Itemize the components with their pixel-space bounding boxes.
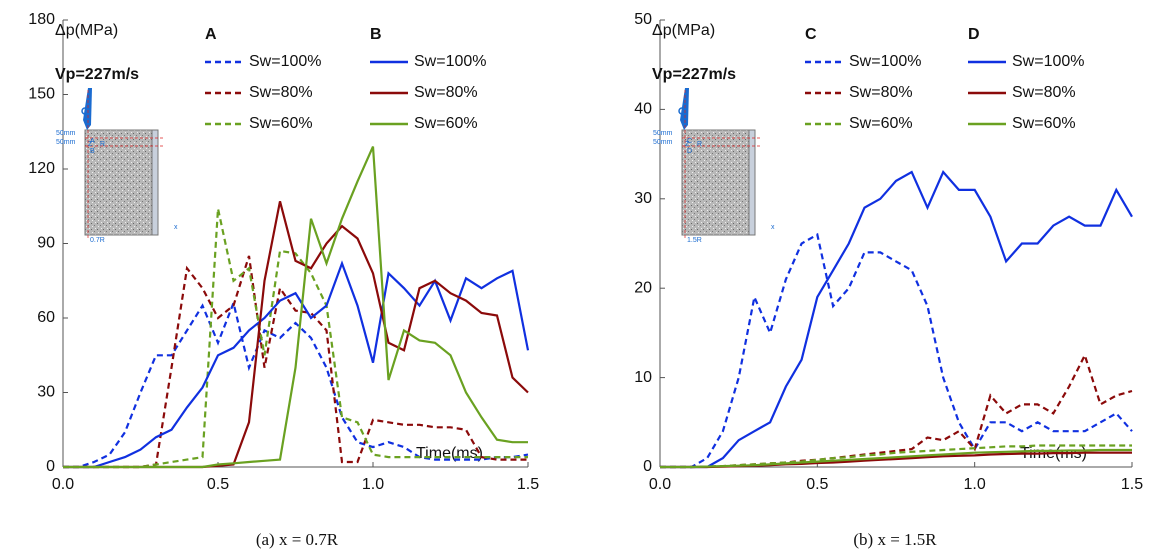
caption: (a) x = 0.7R [256, 530, 339, 549]
legend-title: D [968, 26, 980, 43]
x-tick-label: 1.5 [1121, 476, 1143, 493]
data-line [63, 299, 529, 469]
inset-label: C [687, 138, 692, 145]
y-tick-label: 120 [28, 160, 55, 177]
inset-label: Z [88, 141, 93, 148]
legend-label: Sw=100% [414, 53, 487, 70]
caption: (b) x = 1.5R [853, 530, 937, 549]
data-line [660, 352, 1133, 469]
annotation: Vp=227m/s [652, 66, 736, 83]
y-tick-label: 90 [37, 235, 55, 252]
y-tick-label: 30 [37, 384, 55, 401]
legend-label: Sw=80% [849, 84, 913, 101]
y-tick-label: 30 [634, 190, 652, 207]
inset-label: R [697, 141, 702, 148]
data-line [660, 448, 1132, 469]
inset-label: 0.7R [90, 237, 105, 244]
legend-label: Sw=100% [849, 53, 922, 70]
inset-label: B [90, 148, 95, 155]
y-tick-label: 180 [28, 11, 55, 28]
inset-label: 50mm [56, 139, 76, 146]
inset-label: x [771, 224, 775, 231]
y-tick-label: 60 [37, 309, 55, 326]
inset-label: R [100, 141, 105, 148]
inset-label: Z [685, 141, 690, 148]
data-line [660, 169, 1133, 469]
y-tick-label: 50 [634, 11, 652, 28]
legend-label: Sw=60% [414, 115, 478, 132]
y-axis-title: Δp(MPa) [55, 22, 118, 39]
legend-label: Sw=60% [1012, 115, 1076, 132]
legend-title: A [205, 26, 217, 43]
x-tick-label: 0.0 [649, 476, 671, 493]
inset-label: x [174, 224, 178, 231]
data-line [63, 260, 530, 469]
data-line [63, 255, 528, 469]
inset-label: 50mm [653, 139, 673, 146]
y-tick-label: 0 [643, 458, 652, 475]
x-tick-label: 0.5 [806, 476, 828, 493]
x-tick-label: 1.5 [517, 476, 539, 493]
legend-label: Sw=100% [1012, 53, 1085, 70]
y-tick-label: 150 [28, 86, 55, 103]
y-tick-label: 10 [634, 369, 652, 386]
x-tick-label: 1.0 [964, 476, 986, 493]
legend-label: Sw=60% [849, 115, 913, 132]
data-line [660, 232, 1133, 469]
legend-title: C [805, 26, 817, 43]
inset-specimen [681, 129, 750, 236]
legend-title: B [370, 26, 382, 43]
x-tick-label: 1.0 [362, 476, 384, 493]
data-line [63, 146, 528, 469]
y-axis-title: Δp(MPa) [652, 22, 715, 39]
inset-plate [748, 129, 756, 236]
y-tick-label: 0 [46, 458, 55, 475]
legend-label: Sw=80% [1012, 84, 1076, 101]
legend-label: Sw=80% [414, 84, 478, 101]
x-tick-label: 0.5 [207, 476, 229, 493]
inset-label: A [90, 138, 95, 145]
data-line [63, 201, 529, 469]
inset-label: D [687, 148, 692, 155]
inset-label: 50mm [56, 130, 76, 137]
x-tick-label: 0.0 [52, 476, 74, 493]
y-tick-label: 20 [634, 279, 652, 296]
data-line [63, 208, 528, 469]
legend-label: Sw=100% [249, 53, 322, 70]
annotation: Vp=227m/s [55, 66, 139, 83]
legend-label: Sw=60% [249, 115, 313, 132]
data-line [660, 444, 1132, 469]
inset-label: 50mm [653, 130, 673, 137]
y-tick-label: 40 [634, 101, 652, 118]
inset-plate [151, 129, 159, 236]
legend-label: Sw=80% [249, 84, 313, 101]
inset-label: 1.5R [687, 237, 702, 244]
